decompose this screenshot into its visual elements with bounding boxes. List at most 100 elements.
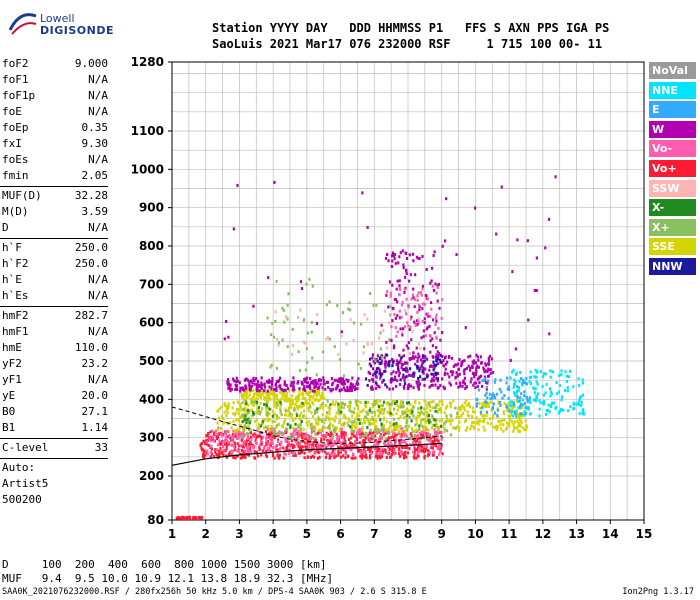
data-point xyxy=(295,427,298,431)
data-point xyxy=(328,410,331,414)
data-point xyxy=(471,360,474,364)
data-point xyxy=(431,383,434,387)
data-point xyxy=(380,434,383,438)
data-point xyxy=(375,430,378,434)
data-point xyxy=(402,416,406,420)
data-point xyxy=(487,374,491,378)
data-point xyxy=(176,516,179,520)
data-point xyxy=(521,405,524,409)
data-point xyxy=(417,342,421,346)
data-point xyxy=(303,397,306,401)
data-point xyxy=(338,428,341,432)
data-point xyxy=(371,367,375,371)
data-point xyxy=(524,428,527,432)
data-point xyxy=(355,415,359,419)
data-point xyxy=(403,287,406,291)
data-point xyxy=(401,376,404,380)
data-point xyxy=(298,404,301,408)
data-point xyxy=(345,444,348,448)
data-point xyxy=(405,421,408,425)
data-point xyxy=(454,376,457,380)
data-point xyxy=(294,397,297,401)
data-point xyxy=(415,319,419,323)
data-point xyxy=(506,405,509,409)
data-point xyxy=(328,426,331,430)
data-point xyxy=(271,390,274,394)
data-point xyxy=(273,400,276,404)
data-point xyxy=(321,444,324,448)
data-point xyxy=(336,405,340,409)
param-separator xyxy=(0,238,108,239)
data-point xyxy=(479,406,482,410)
data-point xyxy=(426,297,430,301)
data-point xyxy=(336,304,339,308)
data-point xyxy=(380,455,384,459)
data-point xyxy=(330,432,333,436)
data-point xyxy=(424,400,427,404)
data-point xyxy=(481,402,484,406)
data-point xyxy=(413,297,417,301)
data-point xyxy=(383,309,386,313)
data-point xyxy=(402,348,405,352)
data-point xyxy=(496,408,500,412)
data-point xyxy=(519,402,522,406)
data-point xyxy=(461,412,465,416)
data-point xyxy=(436,372,440,376)
data-point xyxy=(578,412,581,416)
param-value: 9.000 xyxy=(74,57,108,70)
data-point xyxy=(221,451,224,455)
data-point xyxy=(308,398,311,402)
data-point xyxy=(243,424,247,428)
data-point xyxy=(494,378,497,382)
data-point xyxy=(311,379,314,383)
data-point xyxy=(437,357,440,361)
data-point xyxy=(296,407,300,411)
data-point xyxy=(482,413,485,417)
data-point xyxy=(486,421,489,425)
data-point xyxy=(471,406,474,410)
data-point xyxy=(362,448,366,452)
data-point xyxy=(320,449,323,453)
param-row: yE 20.0 xyxy=(0,388,112,404)
data-point xyxy=(376,449,380,453)
data-point xyxy=(544,246,547,250)
data-point xyxy=(242,412,245,416)
data-point xyxy=(386,253,389,257)
data-point xyxy=(289,398,292,402)
data-point xyxy=(407,324,410,328)
data-point xyxy=(434,383,437,387)
data-point xyxy=(356,387,359,391)
param-label: h`E xyxy=(2,273,22,286)
data-point xyxy=(310,443,313,447)
data-point xyxy=(342,374,346,378)
data-point xyxy=(439,384,442,388)
data-point xyxy=(256,429,260,433)
data-point xyxy=(227,435,230,439)
data-point xyxy=(458,415,461,419)
data-point xyxy=(283,398,286,402)
data-point xyxy=(435,291,438,295)
data-point xyxy=(437,326,440,330)
data-point xyxy=(235,454,238,458)
data-point xyxy=(545,409,548,413)
data-point xyxy=(295,411,298,415)
data-point xyxy=(399,378,402,382)
data-point xyxy=(321,413,324,417)
data-point xyxy=(366,225,369,229)
data-point xyxy=(575,402,578,406)
data-point xyxy=(399,435,402,439)
data-point xyxy=(545,382,548,386)
data-point xyxy=(375,382,378,386)
data-point xyxy=(458,405,461,409)
data-point xyxy=(281,396,284,400)
data-point xyxy=(297,429,300,433)
data-point xyxy=(313,427,317,431)
data-point xyxy=(270,427,273,431)
data-point xyxy=(511,407,514,411)
data-point xyxy=(243,388,246,392)
data-point xyxy=(382,424,385,428)
data-point xyxy=(409,403,412,407)
data-point xyxy=(314,451,317,455)
data-point xyxy=(520,420,523,424)
data-point xyxy=(380,424,383,428)
